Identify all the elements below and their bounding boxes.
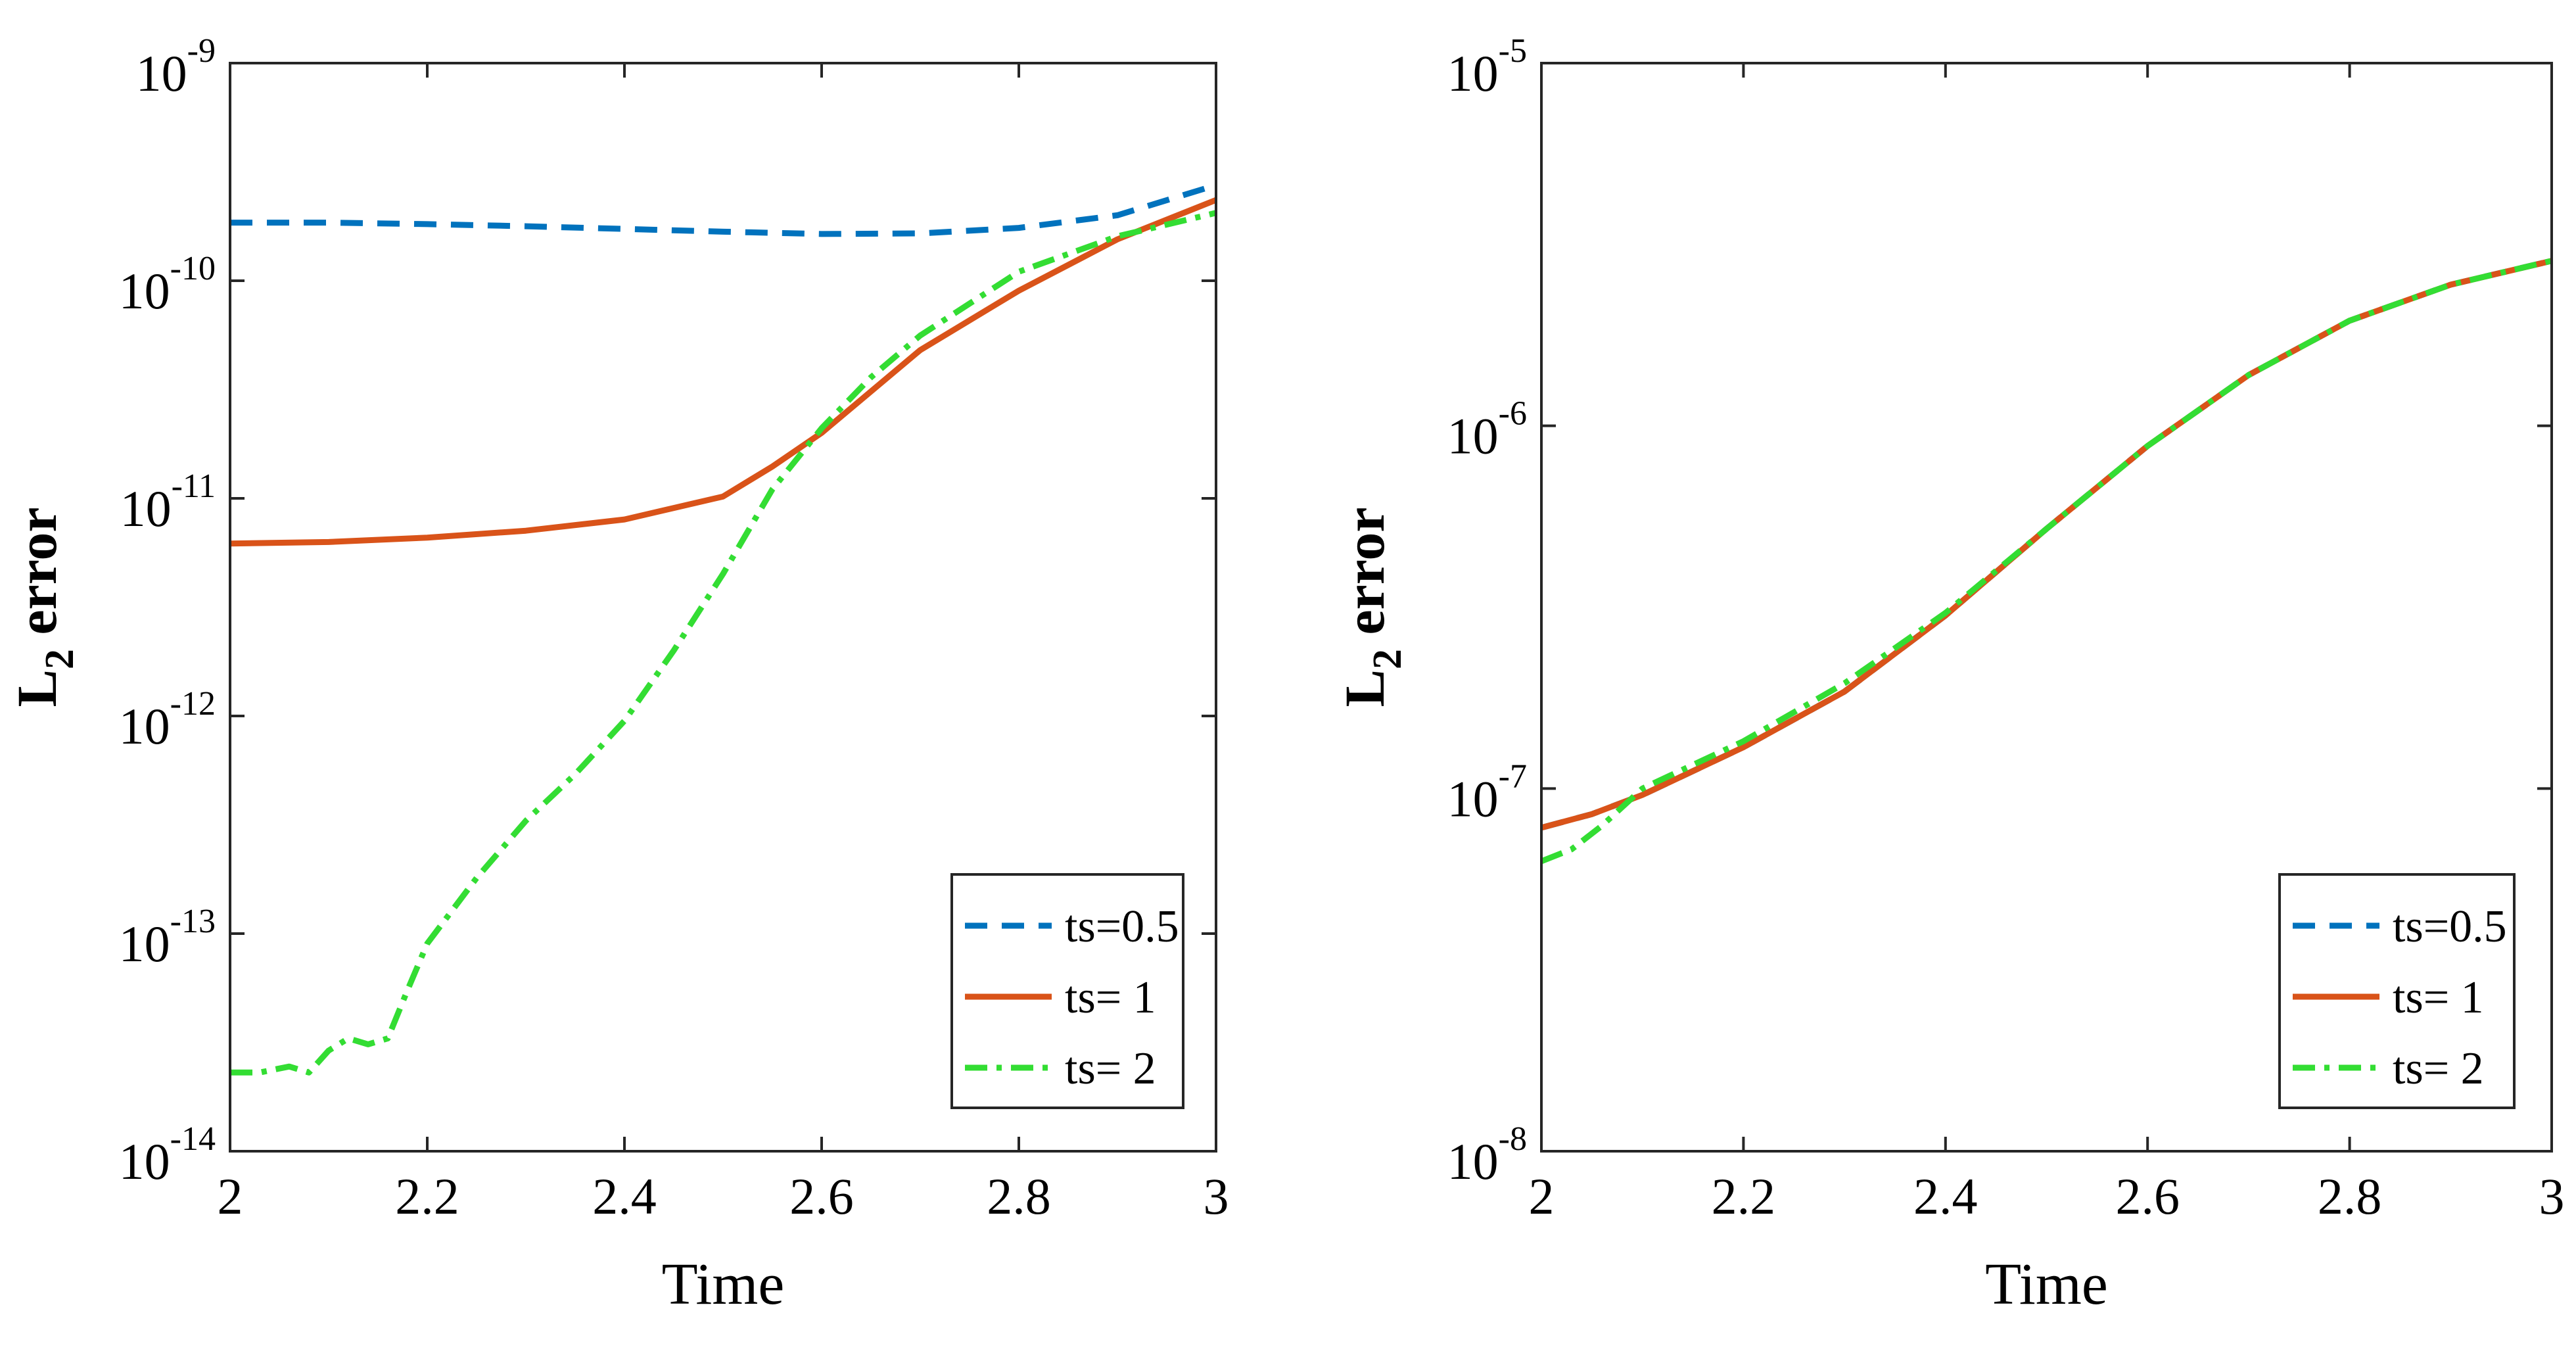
y-tick-label: 10-11 bbox=[120, 467, 216, 537]
left-panel: 2 2.2 2.4 2.6 2.8 3 10-14 10-13 10-12 10-11 10-10 1… bbox=[5, 32, 1229, 1317]
x-tick-label: 2.2 bbox=[395, 1168, 459, 1225]
x-tick-label: 2 bbox=[218, 1168, 243, 1225]
y-tick-label: 10-13 bbox=[119, 903, 216, 972]
series-line bbox=[230, 210, 1216, 1076]
axes-box bbox=[229, 62, 1217, 1153]
series-lines bbox=[1541, 258, 2552, 865]
legend: ts=0.5 ts= 1 ts= 2 bbox=[950, 873, 1184, 1109]
y-axis-title: L2 error bbox=[5, 507, 82, 707]
axes-box bbox=[1540, 62, 2553, 1153]
x-tick-label: 2.4 bbox=[592, 1168, 657, 1225]
legend-box bbox=[2278, 873, 2516, 1109]
x-tick-label: 2.6 bbox=[2115, 1168, 2180, 1225]
y-tick-label: 10-10 bbox=[119, 250, 216, 320]
y-tick-label: 10-9 bbox=[136, 32, 216, 102]
y-tick-label: 10-14 bbox=[119, 1120, 216, 1190]
series-line bbox=[1541, 258, 2552, 865]
series-line bbox=[230, 182, 1216, 237]
series-line bbox=[230, 197, 1216, 547]
series-lines bbox=[230, 182, 1216, 1076]
legend-label: ts= 2 bbox=[1065, 1043, 1156, 1094]
x-tick-label: 2.6 bbox=[789, 1168, 854, 1225]
x-tick-label: 2 bbox=[1529, 1168, 1555, 1225]
x-axis-title: Time bbox=[1985, 1252, 2108, 1317]
x-tick-label: 2.8 bbox=[2318, 1168, 2382, 1225]
x-tick-label: 3 bbox=[2539, 1168, 2565, 1225]
y-tick-label: 10-7 bbox=[1447, 757, 1527, 827]
x-tick-label: 3 bbox=[1204, 1168, 1229, 1225]
legend: ts=0.5 ts= 1 ts= 2 bbox=[2278, 873, 2516, 1109]
x-tick-label: 2.2 bbox=[1712, 1168, 1776, 1225]
legend-label: ts=0.5 bbox=[1065, 901, 1179, 952]
y-axis-title: L2 error bbox=[1333, 507, 1410, 707]
legend-label: ts= 1 bbox=[1065, 972, 1156, 1023]
legend-label: ts=0.5 bbox=[2393, 901, 2507, 952]
y-tick-label: 10-8 bbox=[1447, 1120, 1527, 1190]
y-tick-label: 10-5 bbox=[1447, 32, 1527, 102]
x-axis-title: Time bbox=[662, 1252, 785, 1317]
y-tick-label: 10-6 bbox=[1447, 395, 1527, 465]
legend-label: ts= 2 bbox=[2393, 1043, 2484, 1094]
legend-label: ts= 1 bbox=[2393, 972, 2484, 1023]
x-tick-label: 2.4 bbox=[1913, 1168, 1978, 1225]
x-tick-label: 2.8 bbox=[987, 1168, 1051, 1225]
right-panel: 2 2.2 2.4 2.6 2.8 3 10-8 10-7 10-6 10-5 Time L2 err… bbox=[1333, 32, 2565, 1317]
y-tick-label: 10-12 bbox=[119, 685, 216, 755]
legend-box bbox=[950, 873, 1184, 1109]
